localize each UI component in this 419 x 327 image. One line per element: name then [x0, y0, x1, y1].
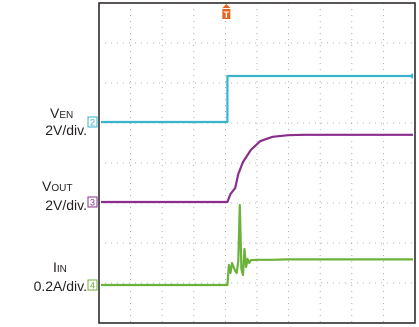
trace-ven: [101, 74, 413, 124]
channel-4-marker-box: [87, 279, 98, 291]
channel-3-marker-box: [87, 196, 98, 208]
channel-markers: 2 3 4: [87, 73, 413, 291]
channel-2-number: 2: [90, 118, 95, 128]
trigger-marker: T: [222, 4, 231, 20]
plot-frame: [98, 2, 416, 324]
channel-2-marker-box: [87, 116, 98, 128]
channel-labels: VEN 2V/div. VOUT 2V/div. IIN 0.2A/div.: [34, 105, 87, 294]
channel-4-number: 4: [90, 281, 95, 291]
vout-scale-label: 2V/div.: [45, 197, 87, 213]
traces: [101, 74, 413, 287]
vout-label: VOUT: [42, 178, 72, 194]
ven-label: VEN: [50, 105, 73, 121]
trigger-box: [222, 9, 231, 19]
ven-right-arrow: [409, 73, 413, 79]
trigger-arrow: [222, 4, 231, 8]
iin-scale-label: 0.2A/div.: [34, 278, 87, 294]
trace-vout: [101, 133, 413, 204]
trace-iin: [101, 203, 413, 287]
iin-label: IIN: [53, 259, 67, 275]
trigger-letter: T: [224, 10, 230, 20]
ven-scale-label: 2V/div.: [45, 122, 87, 138]
channel-3-number: 3: [90, 198, 95, 208]
